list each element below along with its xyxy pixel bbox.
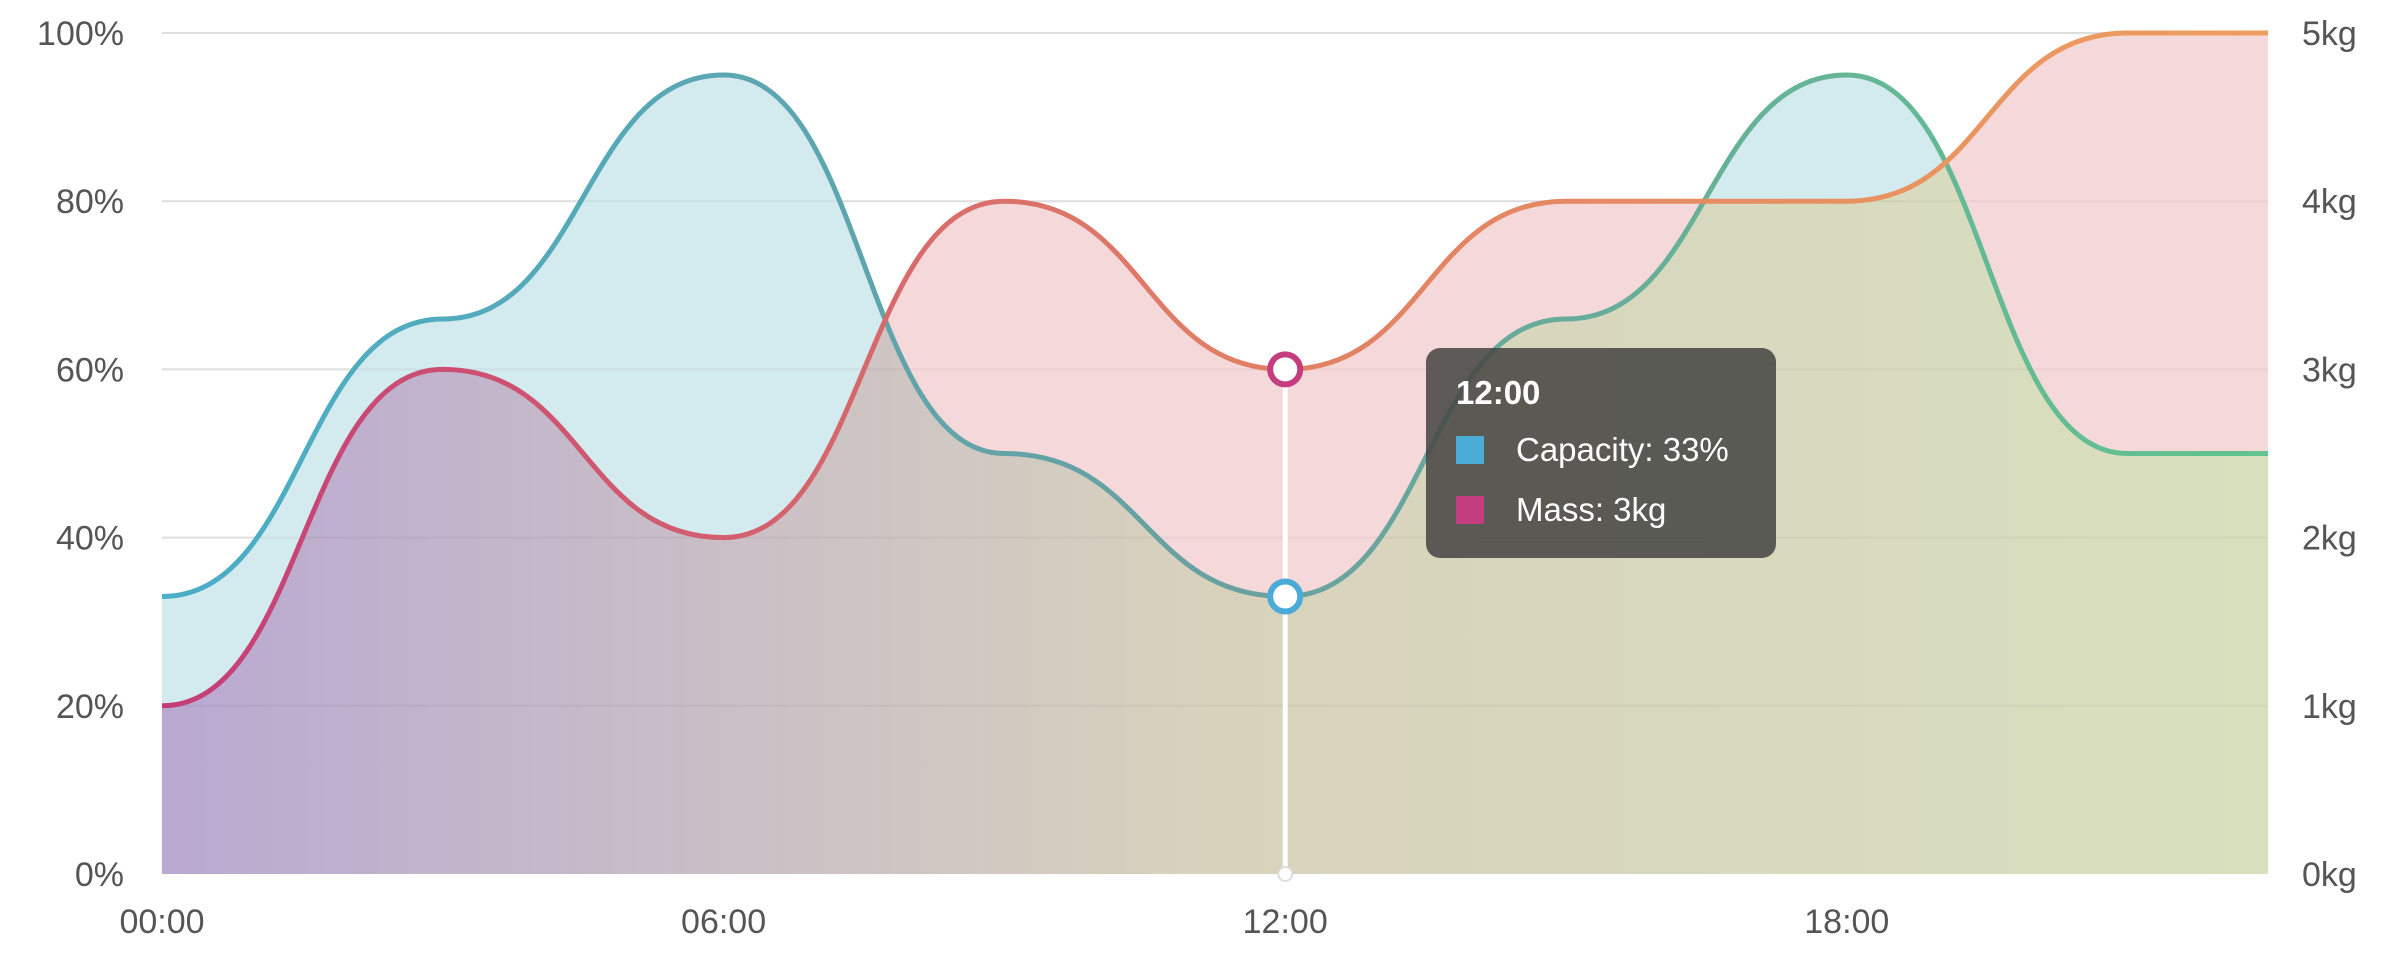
tooltip-row-mass: Mass: 3kg xyxy=(1456,491,1776,528)
left-axis-tick-label: 20% xyxy=(56,688,124,726)
right-axis-tick-label: 2kg xyxy=(2302,520,2357,558)
tooltip-mass-label: Mass: 3kg xyxy=(1516,491,1667,528)
right-axis-tick-label: 5kg xyxy=(2302,15,2357,53)
left-axis-tick-label: 80% xyxy=(56,183,124,221)
right-axis-tick-label: 1kg xyxy=(2302,688,2357,726)
capacity-hover-point[interactable] xyxy=(1267,578,1304,615)
left-axis-tick-label: 40% xyxy=(56,520,124,558)
tooltip: 12:00 Capacity: 33% Mass: 3kg xyxy=(1426,348,1776,558)
mass-swatch-icon xyxy=(1456,496,1484,524)
left-axis-tick-label: 0% xyxy=(75,856,124,894)
mass-line xyxy=(161,30,2268,709)
tooltip-row-capacity: Capacity: 33% xyxy=(1456,431,1776,468)
x-axis-tick-label: 12:00 xyxy=(1243,903,1328,941)
tooltip-title: 12:00 xyxy=(1456,374,1541,411)
left-axis-tick-label: 60% xyxy=(56,351,124,389)
right-axis-tick-label: 4kg xyxy=(2302,183,2357,221)
x-axis-tick-label: 06:00 xyxy=(681,903,766,941)
capacity-line xyxy=(161,72,2268,599)
left-y-axis: 0% 20% 40% 60% 80% 100% xyxy=(37,15,124,894)
hover-base-dot xyxy=(1277,866,1294,882)
x-axis-tick-label: 18:00 xyxy=(1804,903,1889,941)
series-lines xyxy=(161,30,2268,709)
hover-indicator[interactable] xyxy=(1267,351,1304,882)
right-axis-tick-label: 3kg xyxy=(2302,351,2357,389)
mass-hover-point[interactable] xyxy=(1267,351,1304,388)
series-areas xyxy=(162,32,2268,875)
x-axis: 00:00 06:00 12:00 18:00 xyxy=(119,903,1889,941)
right-y-axis: 0kg 1kg 2kg 3kg 4kg 5kg xyxy=(2302,15,2357,894)
x-axis-tick-label: 00:00 xyxy=(119,903,204,941)
right-axis-tick-label: 0kg xyxy=(2302,856,2357,894)
capacity-swatch-icon xyxy=(1456,436,1484,464)
tooltip-capacity-label: Capacity: 33% xyxy=(1516,431,1729,468)
left-axis-tick-label: 100% xyxy=(37,15,124,53)
